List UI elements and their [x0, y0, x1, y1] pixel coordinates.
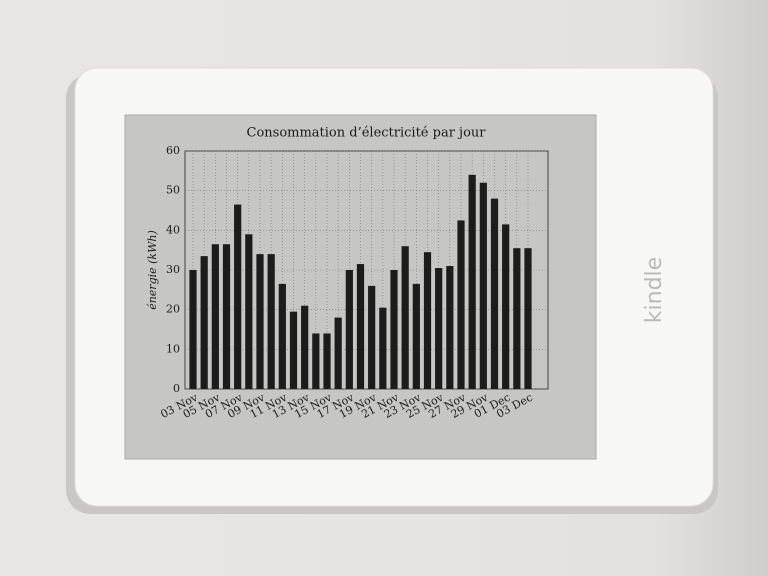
bar	[502, 224, 510, 389]
bar	[267, 254, 275, 389]
y-tick-label: 50	[166, 184, 180, 197]
bar	[312, 333, 320, 389]
bar	[289, 311, 298, 389]
bar	[368, 285, 376, 389]
bar	[278, 283, 286, 389]
bar	[189, 270, 197, 389]
bar	[245, 234, 253, 389]
bar	[356, 264, 365, 389]
chart-title: Consommation d’électricité par jour	[247, 126, 487, 141]
bar	[211, 244, 219, 389]
bar	[423, 252, 432, 389]
bar	[390, 270, 398, 389]
bar	[334, 317, 342, 389]
bar	[234, 204, 242, 389]
bar	[457, 220, 465, 389]
y-tick-label: 60	[166, 144, 180, 157]
bar	[468, 174, 476, 389]
y-tick-label: 20	[166, 303, 180, 316]
bar	[479, 182, 487, 389]
bar	[524, 248, 532, 389]
bar	[401, 246, 409, 389]
bar	[379, 307, 387, 389]
bar	[345, 270, 353, 389]
bar	[323, 333, 331, 389]
y-tick-label: 0	[173, 382, 180, 395]
y-tick-label: 30	[166, 263, 180, 276]
bar	[446, 266, 454, 389]
bar	[222, 244, 231, 389]
y-tick-label: 10	[166, 342, 180, 355]
bar	[301, 305, 309, 389]
y-axis-label: énergie (kWh)	[146, 230, 159, 310]
bar	[200, 256, 208, 389]
y-tick-label: 40	[166, 223, 180, 236]
bar	[412, 283, 420, 389]
bar	[490, 198, 499, 389]
brand-logo: kindle	[642, 257, 667, 323]
bar	[435, 268, 443, 389]
bar	[256, 254, 264, 389]
bar	[513, 248, 521, 389]
